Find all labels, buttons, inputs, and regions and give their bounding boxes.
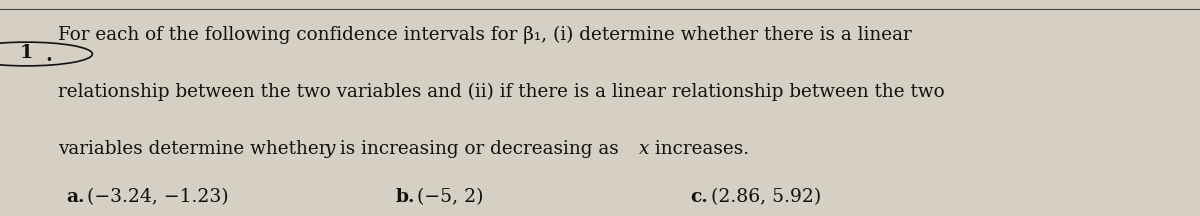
Text: (2.86, 5.92): (2.86, 5.92): [712, 188, 822, 206]
Text: a.: a.: [66, 188, 84, 206]
Text: (−5, 2): (−5, 2): [418, 188, 484, 206]
Circle shape: [0, 42, 92, 66]
Text: relationship between the two variables and (ii) if there is a linear relationshi: relationship between the two variables a…: [58, 83, 944, 101]
Text: is increasing or decreasing as: is increasing or decreasing as: [334, 140, 625, 158]
Text: increases.: increases.: [649, 140, 749, 158]
Text: c.: c.: [690, 188, 708, 206]
Text: b.: b.: [396, 188, 415, 206]
Text: variables determine whether: variables determine whether: [58, 140, 332, 158]
Text: .: .: [46, 45, 53, 65]
Text: (−3.24, −1.23): (−3.24, −1.23): [88, 188, 229, 206]
Text: For each of the following confidence intervals for β₁, (i) determine whether the: For each of the following confidence int…: [58, 26, 911, 44]
Text: y: y: [324, 140, 335, 158]
Text: x: x: [640, 140, 649, 158]
Text: 1: 1: [19, 44, 34, 62]
